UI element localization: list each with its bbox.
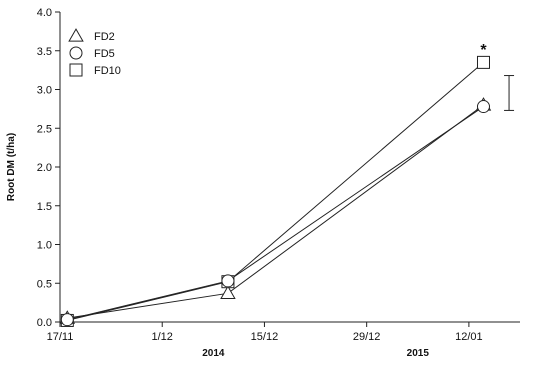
data-point-fd5	[60, 313, 74, 327]
y-axis-title: Root DM (t/ha)	[6, 133, 17, 201]
series-line-fd2	[67, 104, 484, 319]
data-point-fd5	[221, 274, 235, 288]
y-tick-label: 0.0	[37, 317, 52, 329]
series-line-fd10	[67, 61, 484, 321]
legend-marker-fd5	[69, 46, 83, 60]
legend-label-fd10: FD10	[94, 65, 121, 77]
significance-annotation: *	[480, 42, 487, 59]
y-tick-label: 2.0	[37, 162, 52, 174]
axes	[59, 12, 520, 323]
legend-marker-fd2	[68, 28, 84, 42]
x-year-label: 2015	[407, 348, 430, 359]
legend: FD2 FD5 FD10	[68, 28, 121, 77]
x-tick-label: 15/12	[251, 331, 279, 343]
x-tick-label: 17/11	[47, 331, 74, 343]
data-point-fd5	[476, 100, 490, 114]
y-tick-label: 3.0	[37, 85, 52, 97]
y-tick-label: 1.0	[37, 240, 52, 252]
x-tick-label: 1/12	[152, 331, 173, 343]
y-tick-label: 3.5	[37, 46, 52, 58]
error-bar	[504, 75, 515, 111]
series-line-fd5	[67, 106, 484, 321]
x-tick-label: 29/12	[353, 331, 381, 343]
data-point-fd10	[476, 55, 490, 69]
legend-label-fd2: FD2	[94, 31, 115, 43]
data-point-fd2	[220, 285, 236, 299]
series-markers	[59, 55, 492, 327]
y-tick-label: 1.5	[37, 201, 52, 213]
y-tick-label: 0.5	[37, 278, 52, 290]
y-tick-label: 2.5	[37, 123, 52, 135]
legend-marker-fd10	[69, 63, 83, 77]
series-lines	[67, 61, 484, 321]
x-ticks: 17/11 1/12 15/12 29/12 12/01 2014 2015	[47, 322, 483, 359]
legend-label-fd5: FD5	[94, 48, 115, 60]
y-ticks: 0.0 0.5 1.0 1.5 2.0 2.5 3.0 3.5 4.0	[37, 7, 60, 329]
x-year-label: 2014	[202, 348, 225, 359]
y-tick-label: 4.0	[37, 7, 52, 19]
x-tick-label: 12/01	[455, 331, 483, 343]
